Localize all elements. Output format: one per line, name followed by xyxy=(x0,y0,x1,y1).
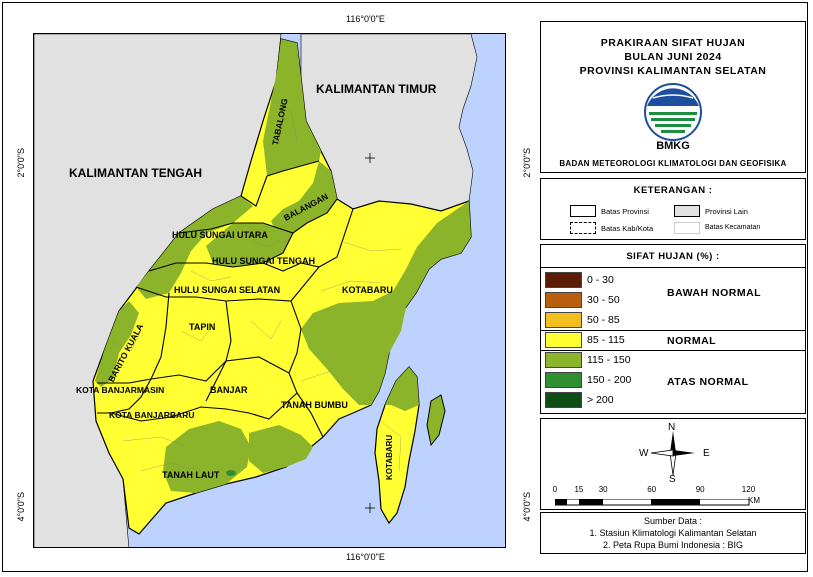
coord-right-lat-bottom: 4°0'0"S xyxy=(522,492,532,522)
coord-left-lat-bottom: 4°0'0"S xyxy=(16,492,26,522)
cat-atas-normal: ATAS NORMAL xyxy=(667,376,749,388)
label-kota-banjarmasin: KOTA BANJARMASIN xyxy=(76,385,165,395)
sifat-row: 150 - 200 xyxy=(545,371,631,389)
cat-bawah-normal: BAWAH NORMAL xyxy=(667,287,762,299)
scale-tick-label: 60 xyxy=(647,485,657,494)
coord-left-lat-top: 2°0'0"S xyxy=(16,148,26,178)
cat-normal: NORMAL xyxy=(667,335,717,347)
sifat-swatch xyxy=(545,352,582,368)
sifat-range-label: 115 - 150 xyxy=(587,354,631,366)
sifat-divider-mid1 xyxy=(541,330,805,331)
label-hss: HULU SUNGAI SELATAN xyxy=(174,285,281,295)
coord-right-lat-top: 2°0'0"S xyxy=(522,148,532,178)
sifat-range-label: 0 - 30 xyxy=(587,274,614,286)
sifat-divider-top xyxy=(541,267,805,268)
label-tapin: TAPIN xyxy=(189,322,216,332)
legend-batas-kec-swatch xyxy=(674,222,700,234)
label-kotabaru-island: KOTABARU xyxy=(385,434,394,480)
compass-rose-icon xyxy=(650,431,695,476)
map-area[interactable]: KALIMANTAN TIMUR KALIMANTAN TENGAH TABAL… xyxy=(33,33,506,548)
sifat-range-label: 30 - 50 xyxy=(587,294,620,306)
anomaly-hst xyxy=(206,223,293,267)
compass-s: S xyxy=(669,474,676,485)
legend-batas-kab-swatch xyxy=(570,222,596,234)
coord-bottom-lon: 116°0'0"E xyxy=(346,552,385,562)
compass-w: W xyxy=(639,448,649,459)
legend-provinsi-lain-swatch xyxy=(674,205,700,217)
coord-top-lon: 116°0'0"E xyxy=(346,14,385,24)
title-line-3: PROVINSI KALIMANTAN SELATAN xyxy=(579,65,767,77)
keterangan-panel: KETERANGAN : Batas Provinsi Provinsi Lai… xyxy=(540,178,806,240)
sifat-range-label: 85 - 115 xyxy=(587,334,625,346)
label-tanah-laut: TANAH LAUT xyxy=(162,470,220,480)
sifat-row: 115 - 150 xyxy=(545,351,631,369)
label-hst: HULU SUNGAI TENGAH xyxy=(212,256,315,266)
label-kaltim: KALIMANTAN TIMUR xyxy=(316,82,437,96)
sifat-swatch xyxy=(545,392,582,408)
sifat-swatch xyxy=(545,292,582,308)
map-svg xyxy=(34,34,505,547)
sifat-header: SIFAT HUJAN (%) : xyxy=(626,251,720,262)
scale-unit: KM xyxy=(748,496,760,505)
scale-tick-label: 120 xyxy=(741,485,756,494)
bmkg-logo-text: BMKG xyxy=(656,140,690,152)
title-line-1: PRAKIRAAN SIFAT HUJAN xyxy=(600,37,746,49)
sifat-range-label: > 200 xyxy=(587,394,614,406)
anomaly-east xyxy=(301,201,471,405)
sifat-row: 85 - 115 xyxy=(545,331,625,349)
source-line-1: 1. Stasiun Klimatologi Kalimantan Selata… xyxy=(589,528,757,538)
title-panel: PRAKIRAAN SIFAT HUJAN BULAN JUNI 2024 PR… xyxy=(540,21,806,173)
source-line-2: 2. Peta Rupa Bumi Indonesia : BIG xyxy=(602,540,744,550)
subdistrict-lines xyxy=(110,100,402,472)
legend-batas-provinsi: Batas Provinsi xyxy=(601,207,649,216)
sifat-range-label: 50 - 85 xyxy=(587,314,620,326)
sifat-hujan-panel: SIFAT HUJAN (%) : BAWAH NORMAL NORMAL AT… xyxy=(540,244,806,414)
label-kota-banjarbaru: KOTA BANJARBARU xyxy=(109,410,195,420)
legend-batas-kab: Batas Kab/Kota xyxy=(601,224,654,233)
anomaly-north xyxy=(263,39,321,176)
sifat-row: 30 - 50 xyxy=(545,291,620,309)
bmkg-logo-icon xyxy=(644,83,702,141)
anomaly-balangan xyxy=(271,161,337,237)
scale-bar xyxy=(555,499,750,506)
sifat-swatch xyxy=(545,332,582,348)
anomaly-south-2 xyxy=(249,425,313,473)
keterangan-header: KETERANGAN : xyxy=(633,185,713,196)
compass-e: E xyxy=(703,448,710,459)
legend-provinsi-lain: Provinsi Lain xyxy=(705,207,748,216)
sifat-row: > 200 xyxy=(545,391,614,409)
label-hsu: HULU SUNGAI UTARA xyxy=(172,230,268,240)
agency-name: BADAN METEOROLOGI KLIMATOLOGI DAN GEOFIS… xyxy=(559,159,787,168)
scale-tick-label: 0 xyxy=(552,485,558,494)
source-header: Sumber Data : xyxy=(643,516,703,526)
sifat-swatch xyxy=(545,312,582,328)
scale-tick-label: 90 xyxy=(695,485,705,494)
anomaly-west xyxy=(136,196,253,299)
legend-batas-kec: Batas Kecamatan xyxy=(705,224,761,231)
kotabaru-island-anomaly xyxy=(385,367,419,411)
title-line-2: BULAN JUNI 2024 xyxy=(624,51,722,63)
sifat-divider-mid2 xyxy=(541,350,805,351)
scale-tick-label: 30 xyxy=(598,485,608,494)
grid-crosses xyxy=(365,153,375,513)
map-frame xyxy=(2,2,808,572)
label-banjar: BANJAR xyxy=(210,385,248,395)
sifat-swatch xyxy=(545,272,582,288)
label-tanah-bumbu: TANAH BUMBU xyxy=(281,400,348,410)
sifat-range-label: 150 - 200 xyxy=(587,374,632,386)
label-kalteng: KALIMANTAN TENGAH xyxy=(69,166,203,180)
compass-n: N xyxy=(668,422,676,433)
sifat-swatch xyxy=(545,372,582,388)
kalsel-mainland xyxy=(92,38,472,535)
scale-tick-label: 15 xyxy=(574,485,584,494)
legend-batas-provinsi-swatch xyxy=(570,205,596,217)
small-island xyxy=(426,394,446,447)
sifat-row: 50 - 85 xyxy=(545,311,620,329)
scale-panel: N S W E KM 0 15 30 60 90 120 xyxy=(540,418,806,510)
sifat-row: 0 - 30 xyxy=(545,271,614,289)
source-panel: Sumber Data : 1. Stasiun Klimatologi Kal… xyxy=(540,512,806,554)
district-boundaries xyxy=(97,160,354,438)
label-kotabaru-main: KOTABARU xyxy=(342,285,393,295)
anomaly-tanah-laut-dot xyxy=(226,470,236,476)
